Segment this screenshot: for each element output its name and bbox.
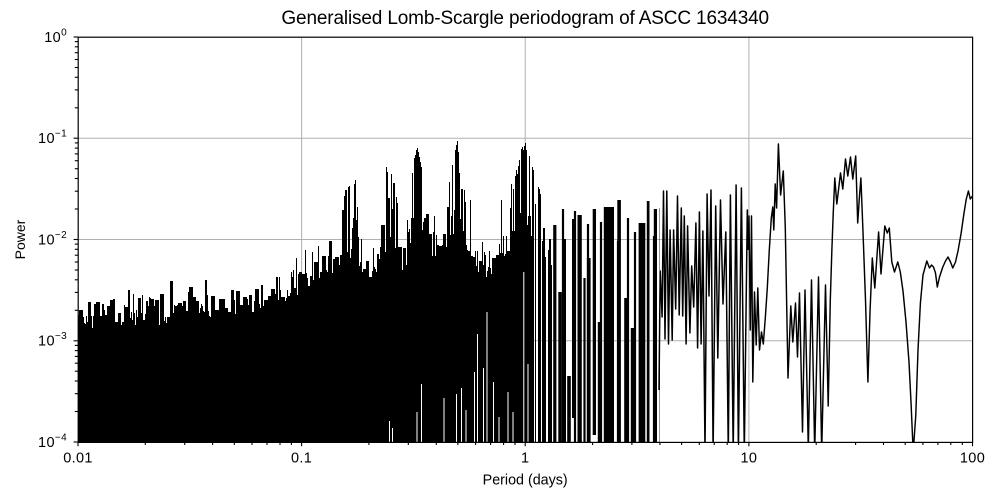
svg-text:Generalised Lomb-Scargle perio: Generalised Lomb-Scargle periodogram of … (281, 8, 769, 29)
svg-text:10−3: 10−3 (38, 331, 67, 349)
svg-text:10−2: 10−2 (38, 230, 67, 248)
svg-text:100: 100 (960, 451, 985, 467)
svg-text:10−4: 10−4 (38, 432, 67, 450)
svg-text:0.01: 0.01 (63, 451, 93, 467)
svg-text:0.1: 0.1 (291, 451, 312, 467)
svg-text:Period (days): Period (days) (483, 473, 568, 489)
svg-text:10: 10 (740, 451, 757, 467)
svg-text:1: 1 (521, 451, 529, 467)
svg-text:100: 100 (44, 27, 67, 45)
svg-text:Power: Power (12, 219, 28, 259)
svg-text:10−1: 10−1 (38, 129, 67, 147)
